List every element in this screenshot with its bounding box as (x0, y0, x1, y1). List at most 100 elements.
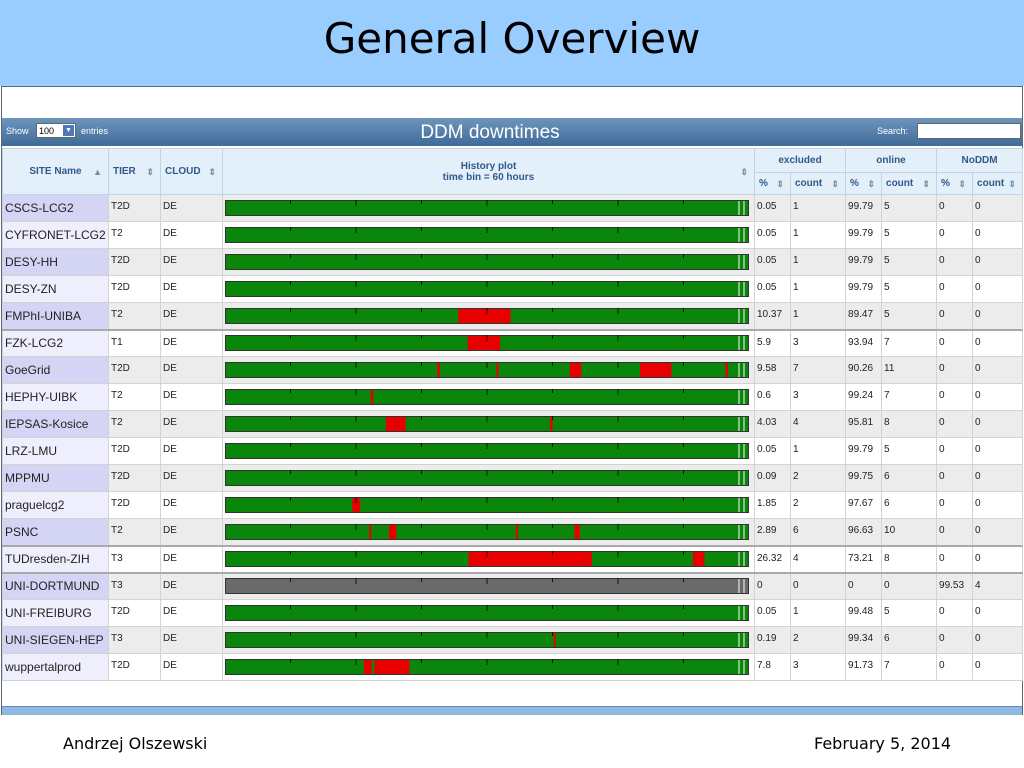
downtimes-table: SITE Name ▲ TIER ⇕ CLOUD ⇕ History plot time… (2, 148, 1024, 681)
history-plot-cell (222, 437, 755, 465)
site-name-cell: TUDresden-ZIH (2, 544, 109, 573)
on-count-cell: 6 (881, 626, 938, 654)
on-count-cell: 5 (881, 194, 938, 222)
ex-pct-cell: 0.05 (754, 221, 791, 249)
ex-pct-cell: 10.37 (754, 302, 791, 330)
th-noddm-pct[interactable]: % ⇕ (936, 172, 974, 195)
on-pct-cell: 93.94 (845, 328, 883, 357)
on-pct-cell: 73.21 (845, 544, 883, 573)
downtime-segment (369, 524, 372, 539)
ex-pct-cell: 0.19 (754, 626, 791, 654)
downtime-segment (553, 633, 556, 647)
on-count-cell: 0 (881, 571, 938, 600)
th-online-pct[interactable]: % ⇕ (845, 172, 883, 195)
table-row: FMPhI-UNIBA T2 DE 10.37 1 89.47 5 0 0 (2, 302, 1024, 330)
th-site-name[interactable]: SITE Name ▲ (2, 148, 109, 195)
th-history-plot[interactable]: History plot time bin = 60 hours ⇕ (222, 148, 755, 195)
downtime-segment (496, 363, 499, 377)
tier-cell: T2D (108, 248, 161, 276)
table-row: IEPSAS-Kosice T2 DE 4.03 4 95.81 8 0 0 (2, 410, 1024, 438)
history-plot (225, 307, 749, 324)
history-plot (225, 578, 749, 595)
show-label: Show (6, 126, 29, 136)
cloud-cell: DE (160, 464, 223, 492)
nd-count-cell: 0 (972, 464, 1024, 492)
on-pct-cell: 99.34 (845, 626, 883, 654)
history-plot-cell (222, 653, 755, 681)
history-plot-cell (222, 275, 755, 303)
on-pct-cell: 89.47 (845, 302, 883, 330)
history-plot-cell (222, 194, 755, 222)
nd-pct-cell: 0 (936, 356, 974, 384)
search-label: Search: (877, 126, 909, 136)
tier-cell: T3 (108, 626, 161, 654)
history-plot-cell (222, 491, 755, 519)
downtime-segment (370, 390, 374, 404)
ex-pct-cell: 0 (754, 571, 791, 600)
th-noddm-count[interactable]: count ⇕ (972, 172, 1024, 195)
nd-count-cell: 0 (972, 328, 1024, 357)
sort-icon: ⇕ (146, 166, 154, 177)
ex-count-cell: 1 (789, 302, 847, 330)
downtime-segment (385, 417, 406, 431)
sort-icon: ⇕ (958, 178, 967, 189)
history-plot-cell (222, 302, 755, 330)
cloud-cell: DE (160, 275, 223, 303)
nd-count-cell: 0 (972, 518, 1024, 546)
on-pct-cell: 95.81 (845, 410, 883, 438)
th-cloud[interactable]: CLOUD ⇕ (160, 148, 223, 195)
th-excluded-count[interactable]: count ⇕ (789, 172, 847, 195)
sort-icon: ⇕ (208, 166, 216, 177)
ex-pct-cell: 0.09 (754, 464, 791, 492)
table-row: HEPHY-UIBK T2 DE 0.6 3 99.24 7 0 0 (2, 383, 1024, 411)
ex-count-cell: 1 (789, 194, 847, 222)
nd-count-cell: 0 (972, 491, 1024, 519)
th-online-count[interactable]: count ⇕ (881, 172, 938, 195)
cloud-cell: DE (160, 626, 223, 654)
site-name-cell: CYFRONET-LCG2 (2, 221, 109, 249)
downtime-segment (458, 308, 511, 323)
th-noddm: NoDDM (936, 148, 1024, 173)
ex-pct-cell: 7.8 (754, 653, 791, 681)
on-pct-cell: 99.79 (845, 221, 883, 249)
nd-pct-cell: 0 (936, 518, 974, 546)
th-online: online (845, 148, 938, 173)
ex-pct-cell: 0.6 (754, 383, 791, 411)
tier-cell: T2 (108, 221, 161, 249)
tier-cell: T2 (108, 518, 161, 546)
entries-value: 100 (39, 126, 55, 136)
ex-pct-cell: 0.05 (754, 194, 791, 222)
cloud-cell: DE (160, 383, 223, 411)
history-plot (225, 335, 749, 352)
sort-icon: ⇕ (740, 166, 748, 177)
th-excluded-pct[interactable]: % ⇕ (754, 172, 791, 195)
history-plot (225, 497, 749, 513)
downtime-segment (725, 363, 729, 377)
search-input[interactable] (917, 123, 1021, 139)
th-tier[interactable]: TIER ⇕ (108, 148, 161, 195)
cloud-cell: DE (160, 328, 223, 357)
history-plot-cell (222, 518, 755, 546)
table-row: praguelcg2 T2D DE 1.85 2 97.67 6 0 0 (2, 491, 1024, 519)
history-plot-cell (222, 626, 755, 654)
downtime-segment (549, 417, 553, 431)
table-row: CSCS-LCG2 T2D DE 0.05 1 99.79 5 0 0 (2, 194, 1024, 222)
on-pct-cell: 91.73 (845, 653, 883, 681)
ex-pct-cell: 2.89 (754, 518, 791, 546)
tier-cell: T2D (108, 194, 161, 222)
nd-count-cell: 0 (972, 599, 1024, 627)
on-count-cell: 5 (881, 221, 938, 249)
history-plot-cell (222, 544, 755, 573)
nd-count-cell: 0 (972, 383, 1024, 411)
nd-count-cell: 0 (972, 356, 1024, 384)
ex-count-cell: 1 (789, 275, 847, 303)
history-plot (225, 200, 749, 216)
ex-count-cell: 2 (789, 626, 847, 654)
nd-pct-cell: 0 (936, 491, 974, 519)
sort-icon: ⇕ (776, 178, 784, 189)
on-count-cell: 5 (881, 302, 938, 330)
tier-cell: T2 (108, 410, 161, 438)
entries-select[interactable]: 100 ▼ (36, 123, 76, 138)
nd-pct-cell: 0 (936, 626, 974, 654)
tier-cell: T3 (108, 544, 161, 573)
